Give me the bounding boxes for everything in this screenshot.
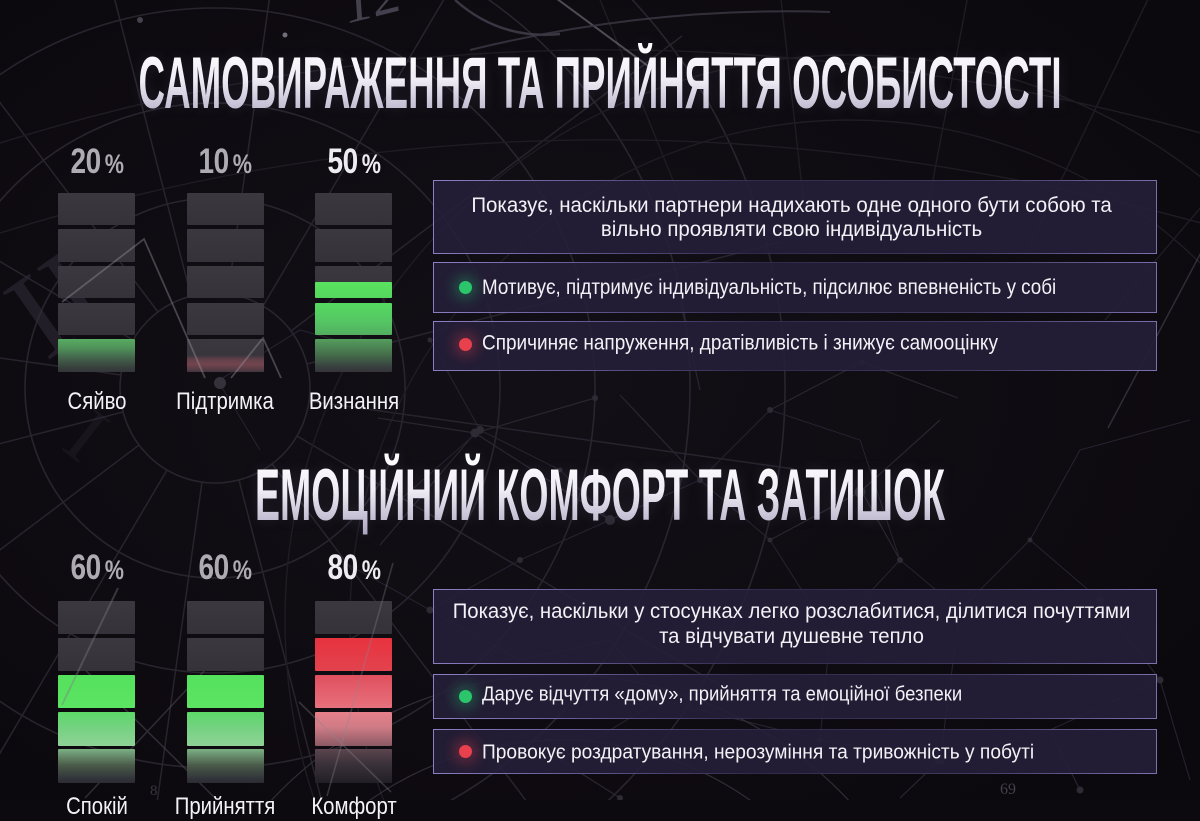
svg-text:69: 69 [1000, 781, 1016, 798]
svg-text:8: 8 [150, 783, 158, 799]
